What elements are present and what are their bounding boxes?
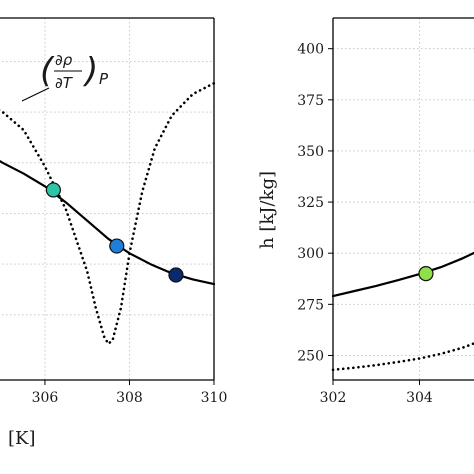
annotation-denominator: ∂T [55,74,74,92]
right-panel: 302 304 250 275 300 325 350 375 400 [297,17,474,406]
annotation-numerator: ∂ρ [55,51,73,69]
left-x-tick-label-2: 310 [201,390,228,406]
right-series-solid-line [331,251,474,298]
right-y-tick-label-2: 300 [297,246,324,262]
left-data-point-1 [109,238,125,254]
right-y-tick-label-5: 375 [297,93,324,109]
annotation-open-paren: ( [40,51,55,91]
right-y-tick-label-6: 400 [297,42,324,58]
right-y-tick-label-3: 325 [297,195,324,211]
left-panel: 306 308 310 [0,17,228,406]
right-y-axis-label: h [kJ/kg] [257,171,278,249]
right-data-point-0 [418,266,434,282]
left-series-solid-line [0,160,216,286]
right-y-tick-label-0: 250 [297,348,324,364]
left-x-tick-label-1: 308 [116,390,143,406]
left-series-dotted-line [0,81,216,346]
annotation-leader-line [21,87,50,102]
right-x-tick-label-0: 302 [320,390,347,406]
annotation-subscript: P [99,70,109,88]
left-data-point-2 [168,267,184,283]
derivative-annotation: ( ∂ρ ∂T ) P [21,51,109,102]
annotation-close-paren: ) [82,51,98,91]
left-x-axis-label: [K] [8,428,36,449]
right-y-tick-label-1: 275 [297,297,324,313]
right-y-tick-label-4: 350 [297,144,324,160]
right-series-dotted-line [331,341,474,372]
left-x-tick-label-0: 306 [32,390,59,406]
right-x-tick-label-1: 304 [406,390,433,406]
left-data-point-0 [45,182,61,198]
